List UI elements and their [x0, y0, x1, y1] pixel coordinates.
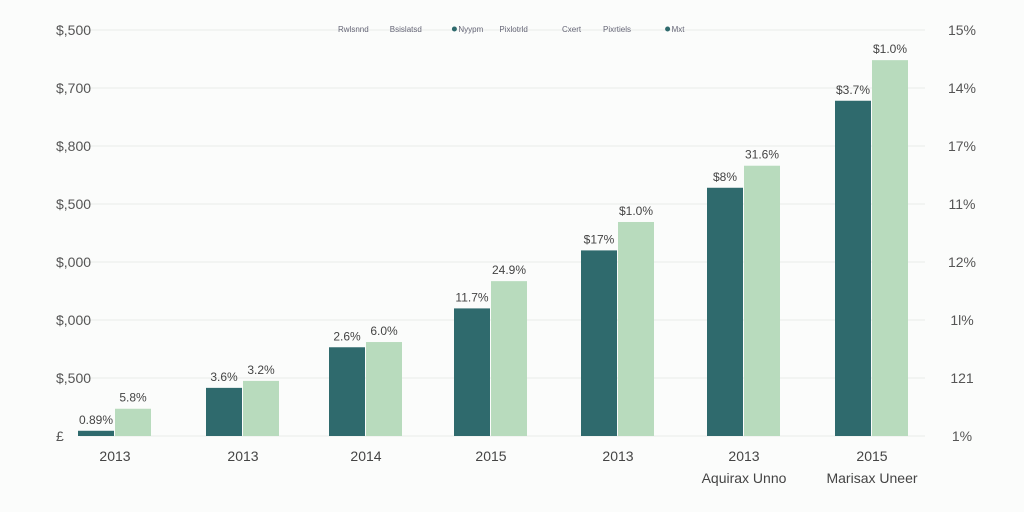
- left-tick-label: $,800: [56, 138, 91, 154]
- legend-entry: Mxt: [672, 25, 686, 34]
- bar-series2: [491, 281, 527, 436]
- legend-entry: Pixrtiels: [603, 25, 631, 34]
- legend-swatch: [665, 26, 671, 32]
- bar-series1: [78, 430, 114, 436]
- data-label: $1.0%: [873, 42, 907, 56]
- x-sublabel: Marisax Uneer: [826, 470, 917, 486]
- bar-series2: [366, 342, 402, 436]
- data-label: $3.7%: [836, 83, 870, 97]
- bar-series1: [581, 250, 617, 436]
- data-label: $8%: [713, 170, 737, 184]
- x-tick-label: 2015: [475, 448, 506, 464]
- right-tick-label: 17%: [948, 138, 976, 154]
- bar-series1: [206, 387, 242, 436]
- bar-series2: [618, 221, 654, 436]
- legend-entry: Nyypm: [458, 25, 483, 34]
- x-tick-label: 2013: [602, 448, 633, 464]
- data-label: $17%: [584, 232, 615, 246]
- left-tick-label: $,000: [56, 312, 91, 328]
- legend-entry: Pixlotrld: [499, 25, 527, 34]
- legend-swatch: [451, 26, 457, 32]
- right-tick-label: 15%: [948, 22, 976, 38]
- x-tick-label: 2013: [99, 448, 130, 464]
- data-label: 24.9%: [492, 263, 526, 277]
- data-label: 5.8%: [119, 391, 147, 405]
- legend: Rwlsnnd Bsislatsd Nyypm Pixlotrld Cxert Pixrt…: [338, 25, 685, 34]
- bar-series2: [744, 165, 780, 436]
- data-label: 2.6%: [333, 329, 361, 343]
- bar-series1: [329, 347, 365, 436]
- bar-series1: [707, 187, 743, 436]
- right-axis: 1% 121 1l% 12% 11% 17% 14% 15%: [948, 22, 976, 444]
- data-label: 0.89%: [79, 413, 113, 427]
- legend-entry: Bsislatsd: [390, 25, 422, 34]
- data-label: $1.0%: [619, 204, 653, 218]
- bar-series2: [872, 60, 908, 436]
- bars: 0.89% 5.8% 3.6% 3.2% 2.6% 6.0% 11.7% 24.9% $17% $…: [78, 42, 908, 436]
- x-tick-label: 2015: [856, 448, 887, 464]
- right-tick-label: 12%: [948, 254, 976, 270]
- data-label: 31.6%: [745, 148, 779, 162]
- left-tick-label: $,000: [56, 254, 91, 270]
- data-label: 3.2%: [247, 363, 275, 377]
- bar-series2: [243, 380, 279, 436]
- x-axis: 2013 2013 2014 2015 2013 2013 Aquirax Unno 2015…: [99, 448, 917, 486]
- bar-series1: [835, 100, 871, 436]
- bar-series2: [115, 408, 151, 436]
- data-label: 3.6%: [210, 370, 238, 384]
- x-sublabel: Aquirax Unno: [702, 470, 787, 486]
- left-axis: £ $,500 $,000 $,000 $,500 $,800 $,700 $,500: [56, 22, 91, 444]
- data-label: 6.0%: [370, 324, 398, 338]
- legend-entry: Rwlsnnd: [338, 25, 369, 34]
- x-tick-label: 2014: [350, 448, 381, 464]
- left-tick-label: $,500: [56, 370, 91, 386]
- right-tick-label: 1%: [952, 428, 972, 444]
- x-tick-label: 2013: [728, 448, 759, 464]
- left-tick-label: $,700: [56, 80, 91, 96]
- legend-entry: Cxert: [562, 25, 582, 34]
- data-label: 11.7%: [455, 290, 488, 304]
- right-tick-label: 1l%: [950, 312, 973, 328]
- left-tick-label: $,500: [56, 22, 91, 38]
- right-tick-label: 121: [950, 370, 974, 386]
- right-tick-label: 14%: [948, 80, 976, 96]
- x-tick-label: 2013: [227, 448, 258, 464]
- bar-series1: [454, 308, 490, 436]
- right-tick-label: 11%: [949, 196, 976, 212]
- left-tick-label: £: [56, 428, 64, 444]
- left-tick-label: $,500: [56, 196, 91, 212]
